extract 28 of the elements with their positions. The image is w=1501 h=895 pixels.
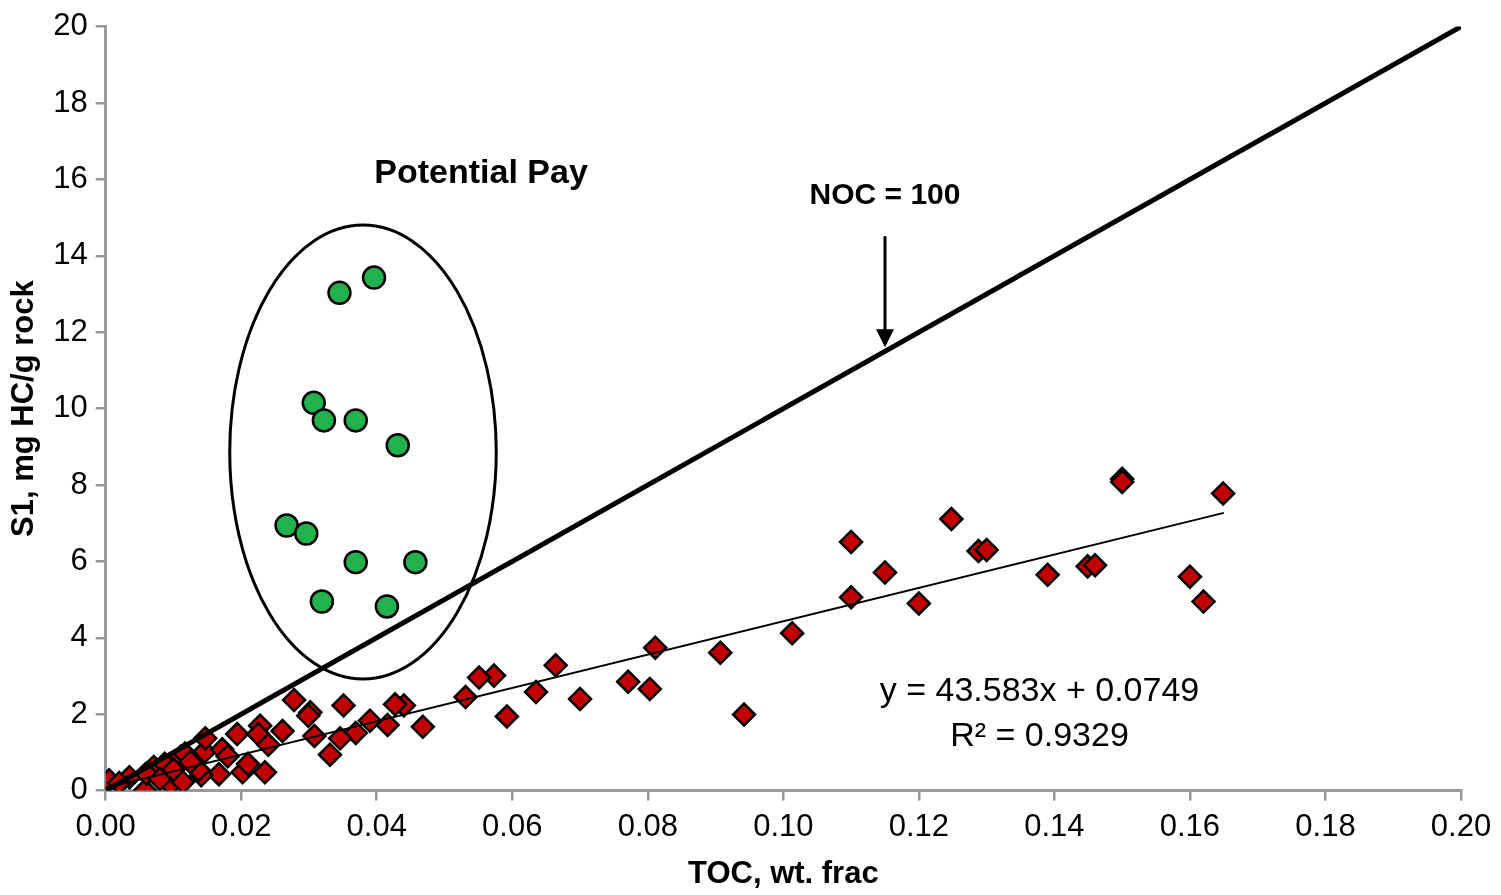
y-tick-label: 18 <box>53 83 88 119</box>
x-tick-label: 0.20 <box>1430 807 1492 843</box>
y-tick-label: 12 <box>53 312 88 348</box>
y-tick-label: 14 <box>53 236 88 272</box>
annotation: NOC = 100 <box>809 177 961 211</box>
x-tick-label: 0.00 <box>75 807 136 843</box>
y-tick-label: 6 <box>70 541 88 577</box>
x-tick-label: 0.14 <box>1024 807 1085 843</box>
x-tick-label: 0.12 <box>888 807 950 843</box>
y-axis-title: S1, mg HC/g rock <box>5 279 41 537</box>
x-tick-label: 0.04 <box>346 807 407 843</box>
y-tick-label: 20 <box>53 7 88 43</box>
y-tick-label: 16 <box>53 159 88 195</box>
y-tick-label: 10 <box>53 389 88 425</box>
x-tick-label: 0.02 <box>211 807 272 843</box>
x-tick-label: 0.08 <box>617 807 678 843</box>
y-tick-label: 2 <box>70 694 88 730</box>
y-tick-label: 8 <box>70 465 88 501</box>
x-tick-label: 0.18 <box>1295 807 1356 843</box>
x-tick-label: 0.06 <box>482 807 543 843</box>
x-tick-label: 0.16 <box>1159 807 1221 843</box>
x-tick-label: 0.10 <box>753 807 814 843</box>
annotation: R² = 0.9329 <box>950 715 1129 754</box>
x-axis-title: TOC, wt. frac <box>688 854 879 890</box>
y-tick-label: 0 <box>70 771 88 807</box>
annotation: y = 43.583x + 0.0749 <box>879 670 1200 709</box>
annotation: Potential Pay <box>374 151 588 190</box>
y-tick-label: 4 <box>70 618 88 654</box>
